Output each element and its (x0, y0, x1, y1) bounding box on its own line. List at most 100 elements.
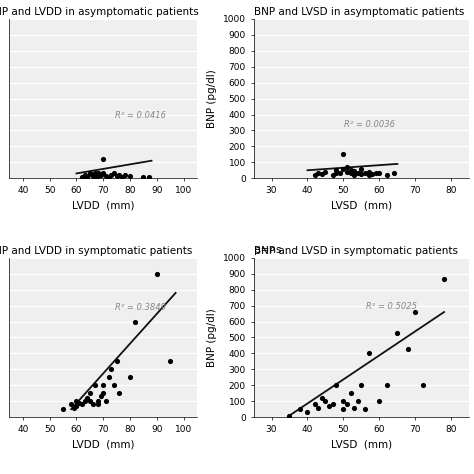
Point (343, 401, 351, 408)
Point (347, 170, 355, 177)
Point (383, 382, 391, 389)
Text: BNP and LVSD in symptomatic patients: BNP and LVSD in symptomatic patients (254, 246, 457, 255)
Point (145, 173, 153, 181)
Point (126, 374, 134, 381)
Point (329, 401, 337, 408)
Point (83, 173, 91, 181)
Point (110, 170, 118, 177)
Point (336, 170, 344, 177)
Point (318, 171, 326, 178)
Point (97, 171, 104, 179)
Point (86, 397, 94, 405)
Y-axis label: BNP (pg/dl): BNP (pg/dl) (207, 69, 218, 128)
Text: R² = 0.5025: R² = 0.5025 (366, 302, 417, 311)
Point (375, 397, 383, 405)
Point (78, 173, 86, 181)
Point (365, 168, 373, 176)
Point (383, 171, 391, 179)
Point (86, 390, 94, 397)
Point (94, 401, 102, 408)
Point (105, 173, 112, 181)
Point (94, 171, 102, 178)
Point (375, 170, 383, 177)
Text: R² = 0.0036: R² = 0.0036 (344, 120, 395, 129)
Point (94, 172, 102, 180)
Point (70, 404, 78, 411)
Point (372, 169, 380, 176)
Point (350, 404, 358, 411)
Point (357, 382, 365, 389)
Point (153, 270, 161, 278)
Point (94, 397, 102, 405)
Point (332, 169, 340, 176)
Point (91, 170, 99, 177)
Point (361, 170, 369, 177)
Text: R² = 0.0416: R² = 0.0416 (115, 111, 165, 120)
Point (89, 401, 96, 408)
Point (296, 405, 304, 413)
Point (354, 169, 362, 176)
Point (357, 166, 365, 173)
Point (91, 382, 99, 389)
Point (73, 397, 80, 405)
Point (347, 390, 355, 397)
Point (354, 397, 362, 405)
Point (100, 390, 107, 397)
Point (411, 308, 419, 316)
Point (108, 171, 115, 179)
Point (365, 171, 373, 179)
Point (347, 166, 355, 174)
Point (304, 409, 311, 416)
Point (102, 172, 110, 180)
Point (126, 172, 134, 180)
Point (100, 170, 107, 177)
Point (59, 405, 67, 413)
Point (340, 165, 347, 173)
X-axis label: LVSD  (mm): LVSD (mm) (331, 201, 392, 210)
Point (113, 357, 120, 365)
Point (340, 397, 347, 405)
Point (404, 345, 412, 353)
Point (350, 171, 358, 179)
Point (81, 171, 88, 179)
Point (81, 172, 88, 180)
Point (102, 397, 110, 405)
Point (100, 155, 107, 163)
Point (390, 170, 398, 177)
Point (89, 172, 96, 180)
Point (340, 151, 347, 158)
Point (311, 401, 319, 408)
Point (73, 402, 80, 410)
Point (322, 397, 329, 405)
Point (97, 392, 104, 400)
Point (350, 167, 358, 175)
Point (81, 397, 88, 405)
Text: BNP and LVSD in asymptomatic patients: BNP and LVSD in asymptomatic patients (254, 7, 464, 17)
Point (365, 350, 373, 357)
Point (314, 404, 322, 411)
Point (140, 173, 147, 181)
Point (318, 394, 326, 402)
Point (86, 170, 94, 177)
Text: BNP and LVDD in asymptomatic patients: BNP and LVDD in asymptomatic patients (0, 7, 199, 17)
Point (419, 382, 426, 389)
Point (83, 394, 91, 402)
Point (368, 171, 376, 178)
Point (105, 374, 112, 381)
Point (75, 399, 83, 407)
Y-axis label: BNP (pg/dl): BNP (pg/dl) (207, 308, 218, 367)
Point (332, 382, 340, 389)
Point (108, 365, 115, 373)
Point (132, 318, 139, 325)
Point (329, 171, 337, 179)
Point (325, 402, 333, 410)
Point (361, 405, 369, 413)
Point (67, 401, 75, 408)
Point (311, 171, 319, 179)
Text: BNP and LVDD in symptomatic patients: BNP and LVDD in symptomatic patients (0, 246, 192, 255)
Point (340, 405, 347, 413)
X-axis label: LVDD  (mm): LVDD (mm) (72, 439, 135, 449)
Point (116, 390, 123, 397)
Point (393, 329, 401, 337)
Point (110, 382, 118, 389)
